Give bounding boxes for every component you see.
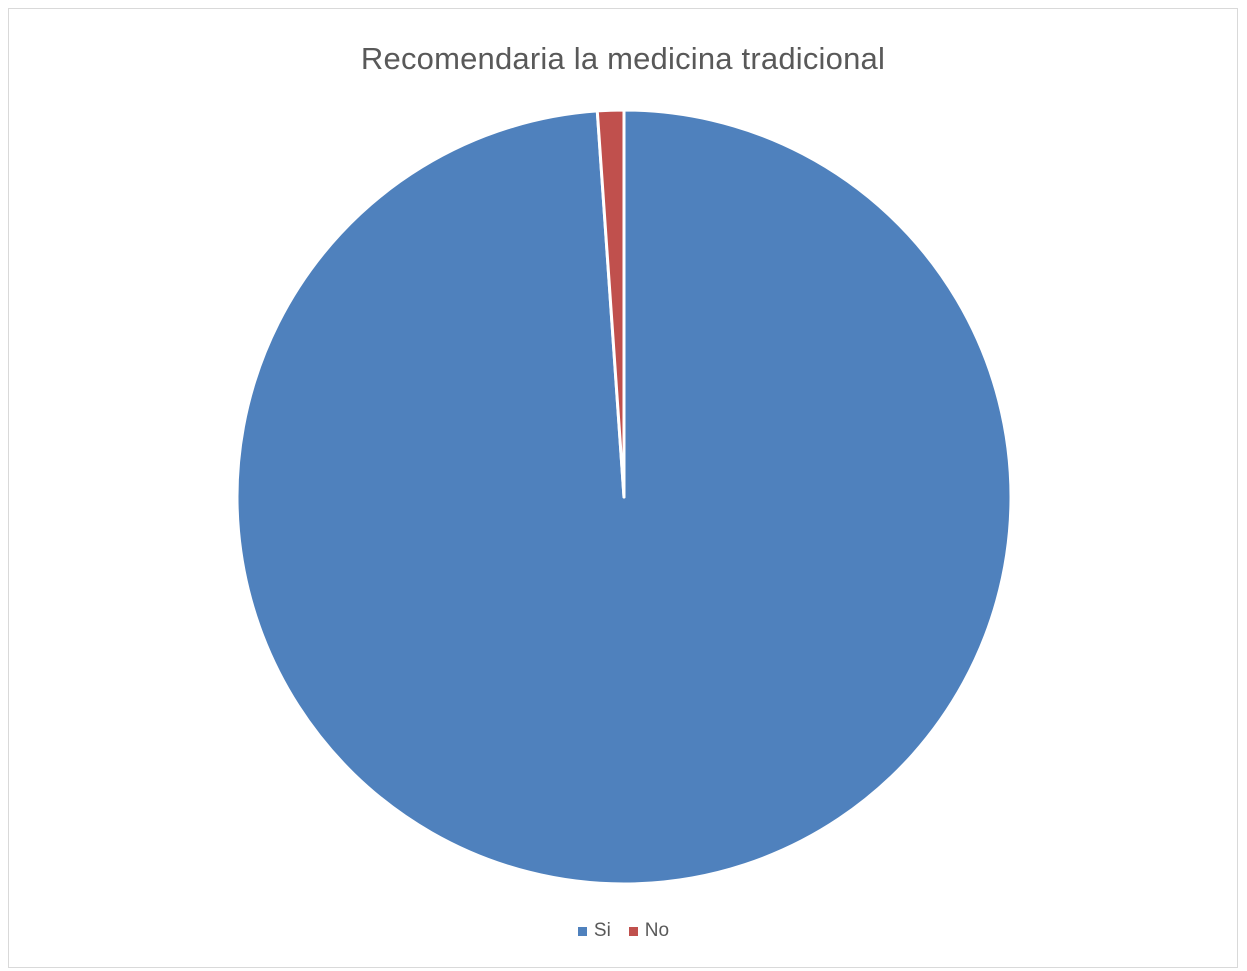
legend-label-no: No	[644, 920, 670, 941]
chart-title: Recomendaria la medicina tradicional	[360, 41, 886, 76]
legend: Si No	[0, 920, 1247, 942]
legend-item-si: Si	[577, 920, 611, 942]
legend-swatch-no	[628, 926, 638, 936]
legend-item-no: No	[628, 920, 670, 942]
legend-swatch-si	[577, 926, 587, 936]
legend-label-si: Si	[593, 920, 611, 941]
pie-slice-no	[595, 108, 626, 499]
